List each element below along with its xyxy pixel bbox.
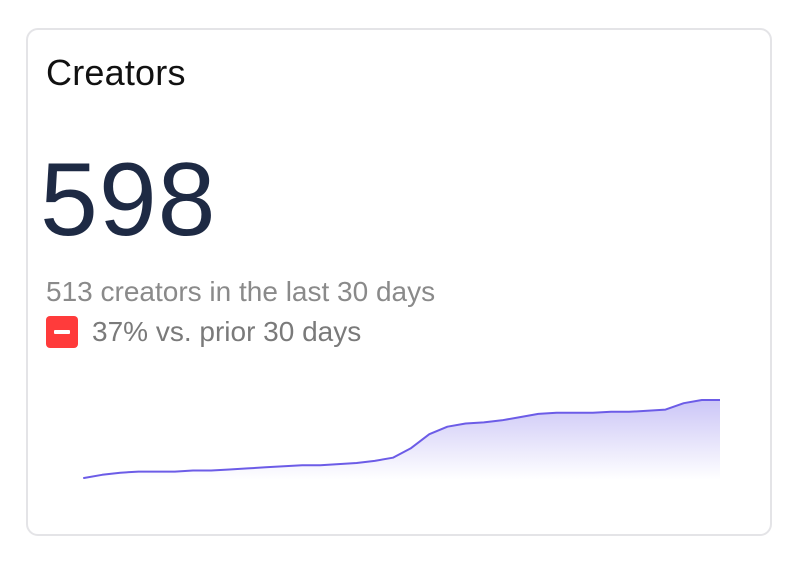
creators-count: 598: [40, 142, 217, 258]
sparkline-area: [84, 400, 720, 480]
card-title: Creators: [46, 52, 186, 93]
delta-row: 37% vs. prior 30 days: [46, 316, 361, 348]
creators-last-30-days: 513 creators in the last 30 days: [46, 276, 436, 307]
sparkline-chart: [83, 399, 720, 480]
minus-icon: [46, 316, 78, 348]
sparkline-line: [83, 399, 720, 479]
delta-text: 37% vs. prior 30 days: [92, 316, 362, 347]
